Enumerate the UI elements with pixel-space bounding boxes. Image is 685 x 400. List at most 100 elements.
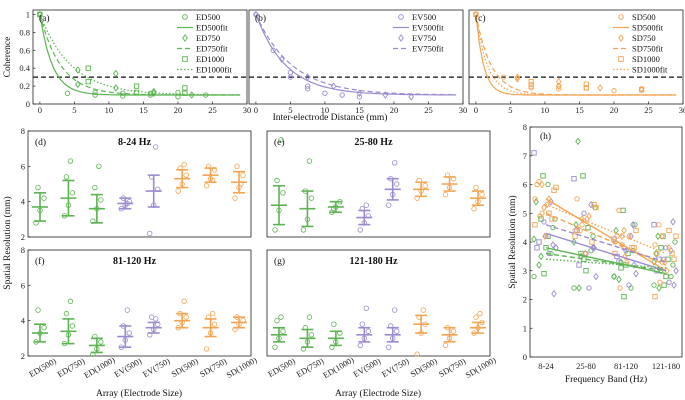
data-point-ed1000 bbox=[133, 89, 140, 96]
band-point bbox=[633, 227, 639, 234]
band-point bbox=[533, 197, 539, 206]
subject-point bbox=[422, 321, 428, 327]
subject-point bbox=[278, 137, 284, 143]
subject-point bbox=[337, 330, 343, 336]
band-point bbox=[591, 243, 597, 252]
panel-label: (b) bbox=[255, 13, 266, 24]
x-tick-label: 5 bbox=[288, 105, 292, 115]
y-tick-label: 0.4 bbox=[19, 63, 30, 73]
data-point-sd750 bbox=[555, 77, 562, 86]
subject-point bbox=[177, 310, 183, 317]
band-point bbox=[576, 262, 582, 268]
subject-point bbox=[94, 346, 100, 352]
subject-point bbox=[363, 305, 369, 311]
subject-point bbox=[331, 206, 337, 212]
subject-point bbox=[207, 330, 214, 336]
band-point bbox=[541, 219, 547, 225]
band-point bbox=[670, 218, 676, 226]
subject-point bbox=[61, 340, 68, 347]
data-point-ed750 bbox=[37, 10, 43, 19]
band-point bbox=[538, 216, 544, 222]
resolution-panel-4: (g) 121-180 Hz ED(500)ED(750)ED(1000)EV(50… bbox=[266, 249, 498, 381]
band-point bbox=[659, 232, 665, 241]
band-point bbox=[577, 227, 583, 234]
data-point-sd750 bbox=[638, 85, 645, 94]
band-point bbox=[544, 200, 550, 209]
subject-point bbox=[120, 195, 126, 201]
band-point bbox=[658, 245, 664, 251]
coherence-panel-sd: 0 5 10 15 20 25 30 (c) SD500SD500fitSD750SD750fi… bbox=[468, 9, 685, 115]
subject-point bbox=[98, 339, 104, 345]
panel-label: (g) bbox=[274, 256, 285, 267]
legend-label: SD750 bbox=[632, 33, 656, 43]
data-point-ev500 bbox=[305, 86, 311, 92]
coherence-x-axis-label: Inter-electrode Distance (mm) bbox=[273, 112, 388, 123]
subject-point bbox=[363, 202, 369, 208]
legend-label: ED500fit bbox=[196, 23, 228, 33]
trend-line-sd bbox=[545, 203, 667, 255]
band-point bbox=[580, 173, 586, 179]
x-tick-label: 30 bbox=[459, 105, 468, 115]
band-point bbox=[651, 222, 657, 228]
subject-point bbox=[473, 314, 479, 320]
subject-point bbox=[442, 342, 449, 349]
band-point bbox=[666, 279, 672, 285]
y-tick-label: 5 bbox=[523, 208, 527, 218]
x-tick-label: 0 bbox=[38, 105, 42, 115]
trend-line-ev bbox=[545, 224, 667, 263]
subject-point bbox=[240, 172, 246, 178]
y-tick-label: 4 bbox=[21, 316, 26, 326]
band-point bbox=[611, 272, 617, 281]
band-point bbox=[590, 233, 596, 239]
subject-point bbox=[306, 158, 313, 164]
band-point bbox=[630, 220, 636, 229]
y-tick-label: 6 bbox=[21, 161, 25, 171]
data-point-ed500 bbox=[120, 93, 126, 99]
subject-point bbox=[203, 346, 210, 352]
subject-point bbox=[147, 332, 153, 338]
subject-point bbox=[209, 310, 216, 317]
panel-title: 25-80 Hz bbox=[354, 137, 393, 148]
legend-label: SD750fit bbox=[632, 44, 664, 54]
y-tick-label: 0.2 bbox=[19, 81, 30, 91]
panel-label: (e) bbox=[274, 137, 285, 148]
band-point bbox=[534, 245, 540, 251]
data-point-ed500 bbox=[64, 90, 71, 96]
subject-point bbox=[390, 335, 396, 342]
fit-line-ev500 bbox=[255, 14, 457, 96]
subject-point bbox=[149, 174, 155, 180]
x-tick-label: EV(500) bbox=[112, 356, 143, 380]
data-point-ed1000 bbox=[182, 85, 188, 91]
band-point bbox=[656, 222, 662, 228]
subject-point bbox=[446, 184, 453, 191]
subject-point bbox=[118, 344, 124, 350]
band-point bbox=[633, 269, 639, 278]
subject-point bbox=[272, 344, 278, 350]
resolution-panel-2: (e) 25-80 Hz bbox=[266, 130, 491, 238]
x-tick-label: SD(1000) bbox=[224, 355, 258, 381]
legend-label: SD1000 bbox=[632, 54, 660, 64]
x-tick-label: 10 bbox=[105, 105, 114, 115]
y-tick-label: 3 bbox=[523, 266, 527, 276]
panel-label: (d) bbox=[35, 137, 46, 148]
subject-point bbox=[390, 191, 396, 198]
subject-point bbox=[333, 339, 339, 345]
subject-point bbox=[211, 167, 218, 173]
legend-label: SD500fit bbox=[632, 23, 664, 33]
x-tick-label: SD(1000) bbox=[463, 355, 497, 381]
subject-point bbox=[306, 314, 313, 320]
y-axis-label: Spatial Resolution (mm) bbox=[507, 195, 518, 288]
subject-point bbox=[302, 325, 309, 331]
band-point bbox=[534, 181, 540, 188]
subject-point bbox=[473, 184, 479, 191]
subject-point bbox=[280, 328, 286, 334]
subject-point bbox=[300, 346, 307, 352]
x-tick-label: ED(500) bbox=[27, 356, 58, 380]
band-point bbox=[573, 220, 579, 229]
subject-point bbox=[479, 319, 485, 326]
band-point bbox=[584, 215, 590, 223]
band-point bbox=[622, 252, 628, 261]
subject-point bbox=[392, 160, 398, 166]
subject-point bbox=[90, 218, 96, 224]
band-point bbox=[632, 222, 638, 228]
